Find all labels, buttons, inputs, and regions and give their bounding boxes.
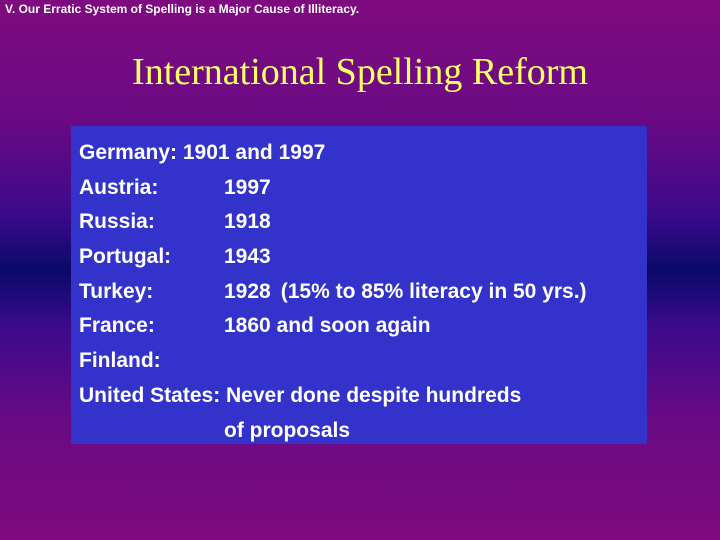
country-label: Russia: xyxy=(79,210,155,234)
united-states-text-continued: of proposals xyxy=(224,418,351,442)
list-item-austria: Austria: 1997 xyxy=(71,171,647,206)
list-item-united-states-continued: of proposals xyxy=(71,414,647,449)
country-label: Portugal: xyxy=(79,245,172,269)
country-label: Austria: xyxy=(79,175,159,199)
list-item-turkey: Turkey: 1928 (15% to 85% literacy in 50 y… xyxy=(71,275,647,310)
reform-year: 1918 xyxy=(224,210,271,234)
list-item-russia: Russia: 1918 xyxy=(71,205,647,240)
literacy-note: (15% to 85% literacy in 50 yrs.) xyxy=(280,279,587,303)
united-states-text: United States: Never done despite hundre… xyxy=(79,383,522,407)
slide-title: International Spelling Reform xyxy=(132,51,588,93)
germany-text: Germany: 1901 and 1997 xyxy=(79,141,326,164)
country-label: France: xyxy=(79,314,155,338)
list-item-portugal: Portugal: 1943 xyxy=(71,240,647,275)
country-label: Finland: xyxy=(79,349,161,373)
content-box: Germany: 1901 and 1997 Austria: 1997 Rus… xyxy=(71,126,647,444)
reform-year: 1997 xyxy=(224,175,271,199)
reform-year: 1860 and soon again xyxy=(224,314,431,338)
list-item-finland: Finland: xyxy=(71,344,647,379)
reform-year: 1943 xyxy=(224,245,271,269)
list-item-france: France: 1860 and soon again xyxy=(71,309,647,344)
reform-year-with-note: 1928 (15% to 85% literacy in 50 yrs.) xyxy=(224,275,587,310)
country-label: Turkey: xyxy=(79,279,154,303)
slide-header: V. Our Erratic System of Spelling is a M… xyxy=(5,2,360,16)
list-item-germany: Germany: 1901 and 1997 xyxy=(71,136,647,171)
list-item-united-states: United States: Never done despite hundre… xyxy=(71,379,647,414)
reform-year: 1928 xyxy=(224,279,271,303)
